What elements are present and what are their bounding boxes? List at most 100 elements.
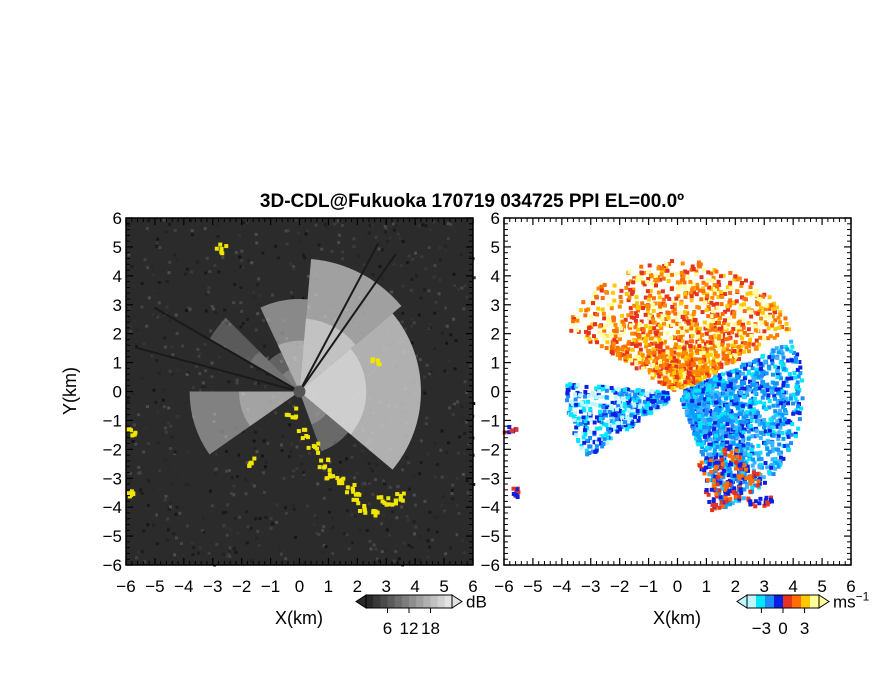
reflectivity-speckle	[262, 255, 266, 259]
reflectivity-speckle	[401, 284, 405, 288]
velocity-inbound-bin	[748, 404, 753, 409]
reflectivity-speckle	[410, 317, 414, 321]
reflectivity-speckle	[171, 373, 175, 377]
velocity-inbound-bin	[768, 417, 773, 422]
reflectivity-speckle	[225, 503, 229, 507]
velocity-outbound-bin	[753, 328, 758, 333]
velocity-inbound-bin	[784, 344, 789, 349]
velocity-inbound-bin	[585, 420, 590, 425]
velocity-inbound-bin	[683, 392, 688, 397]
velocity-inbound-bin	[780, 431, 785, 436]
velocity-inbound-bin	[751, 376, 756, 381]
velocity-outbound-bin	[713, 367, 718, 372]
velocity-edge-bin	[765, 502, 770, 507]
reflectivity-speckle	[345, 509, 349, 513]
velocity-outbound-bin	[690, 286, 695, 291]
velocity-inbound-bin	[725, 422, 730, 427]
reflectivity-speckle	[296, 231, 300, 235]
reflectivity-clutter	[316, 441, 321, 446]
velocity-inbound-bin	[713, 408, 718, 413]
velocity-inbound-bin	[576, 438, 581, 443]
x-tick-label: −3	[581, 577, 600, 596]
velocity-outbound-bin	[636, 306, 641, 311]
velocity-outbound-bin	[647, 370, 652, 375]
velocity-outbound-bin	[728, 298, 733, 303]
reflectivity-speckle	[378, 264, 382, 268]
velocity-inbound-bin	[616, 424, 621, 429]
reflectivity-speckle	[433, 442, 437, 446]
reflectivity-speckle	[445, 450, 449, 454]
reflectivity-speckle	[443, 249, 447, 253]
velocity-inbound-bin	[754, 419, 759, 424]
velocity-outbound-bin	[739, 283, 744, 288]
velocity-outbound-bin	[776, 315, 781, 320]
reflectivity-speckle	[439, 448, 443, 452]
velocity-outbound-bin	[649, 350, 654, 355]
velocity-inbound-bin	[747, 411, 752, 416]
velocity-outbound-bin	[689, 298, 694, 303]
velocity-inbound-bin	[599, 441, 604, 446]
velocity-outbound-bin	[736, 344, 741, 349]
reflectivity-speckle	[321, 529, 325, 533]
velocity-inbound-bin	[703, 411, 708, 416]
reflectivity-speckle	[232, 547, 236, 551]
reflectivity-speckle	[163, 345, 167, 349]
velocity-clutter-bin	[748, 481, 753, 486]
velocity-inbound-bin	[613, 390, 618, 395]
velocity-inbound-bin	[663, 394, 668, 399]
velocity-outbound-bin	[651, 320, 656, 325]
reflectivity-speckle	[158, 469, 162, 473]
reflectivity-speckle	[237, 336, 241, 340]
reflectivity-speckle	[174, 512, 178, 516]
reflectivity-speckle	[298, 434, 302, 438]
velocity-inbound-bin	[723, 396, 728, 401]
reflectivity-speckle	[318, 415, 322, 419]
reflectivity-speckle	[443, 244, 447, 248]
velocity-inbound-bin	[771, 430, 776, 435]
velocity-outbound-bin	[712, 325, 717, 330]
reflectivity-speckle	[359, 443, 363, 447]
velocity-outbound-bin	[695, 376, 700, 381]
reflectivity-speckle	[419, 460, 423, 464]
velocity-inbound-bin	[595, 440, 600, 445]
reflectivity-speckle	[414, 525, 418, 529]
velocity-inbound-bin	[724, 415, 729, 420]
velocity-inbound-bin	[753, 387, 758, 392]
reflectivity-clutter	[311, 444, 316, 449]
reflectivity-speckle	[262, 490, 266, 494]
reflectivity-speckle	[284, 511, 288, 515]
x-tick-label: −4	[552, 577, 571, 596]
velocity-inbound-bin	[728, 385, 733, 390]
reflectivity-speckle	[185, 524, 189, 528]
velocity-clutter-bin	[715, 475, 720, 480]
reflectivity-speckle	[239, 285, 243, 289]
velocity-inbound-bin	[573, 397, 578, 402]
velocity-inbound-bin	[646, 402, 651, 407]
reflectivity-speckle	[257, 295, 261, 299]
reflectivity-speckle	[196, 347, 200, 351]
velocity-inbound-bin	[597, 389, 602, 394]
reflectivity-speckle	[173, 450, 177, 454]
velocity-inbound-bin	[624, 404, 629, 409]
velocity-outbound-bin	[672, 350, 677, 355]
x-tick-label: 1	[702, 577, 711, 596]
reflectivity-speckle	[292, 507, 296, 511]
reflectivity-clutter	[317, 465, 322, 470]
velocity-outbound-bin	[619, 326, 624, 331]
velocity-inbound-bin	[728, 372, 733, 377]
velocity-inbound-bin	[718, 447, 723, 452]
reflectivity-speckle	[268, 370, 272, 374]
velocity-outbound-bin	[592, 290, 597, 295]
velocity-outbound-bin	[628, 323, 633, 328]
velocity-outbound-bin	[623, 317, 628, 322]
velocity-clutter-bin	[715, 482, 720, 487]
reflectivity-speckle	[197, 551, 201, 555]
velocity-outbound-bin	[661, 321, 666, 326]
reflectivity-speckle	[353, 444, 357, 448]
velocity-clutter-bin	[720, 457, 725, 462]
reflectivity-x-label: X(km)	[275, 608, 323, 628]
reflectivity-speckle	[155, 542, 159, 546]
velocity-outbound-bin	[644, 336, 649, 341]
reflectivity-speckle	[428, 545, 432, 549]
velocity-inbound-bin	[616, 421, 621, 426]
